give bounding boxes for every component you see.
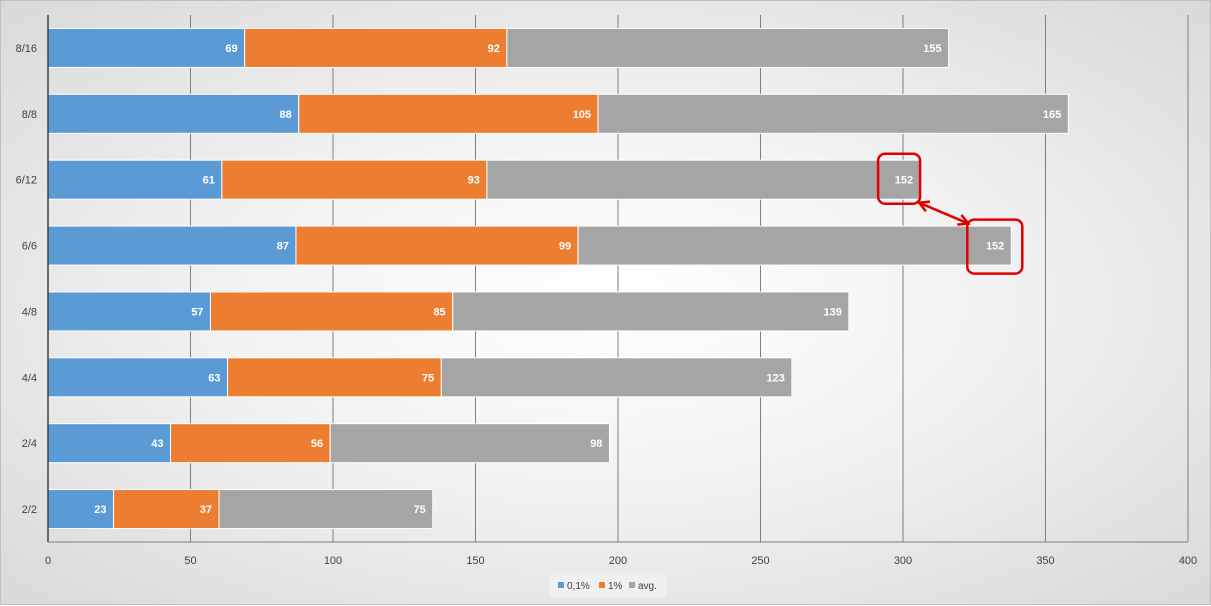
data-label: 93 <box>468 175 480 187</box>
highlight-box <box>876 152 922 205</box>
data-label: 37 <box>200 504 212 516</box>
data-label: 75 <box>414 504 426 516</box>
bar-segment-s3 <box>486 159 921 200</box>
bar-segment-s3 <box>452 291 850 332</box>
y-tick-label: 4/8 <box>22 306 37 318</box>
data-label: 155 <box>923 43 941 55</box>
bar-segment-s3 <box>577 225 1012 266</box>
x-tick-label: 400 <box>1179 555 1197 567</box>
bar-segment-s1 <box>47 93 300 134</box>
data-label: 105 <box>573 109 591 121</box>
bar-segment-s2 <box>170 423 331 464</box>
data-label: 87 <box>277 241 289 253</box>
data-label: 56 <box>311 438 323 450</box>
legend-swatch <box>558 582 564 588</box>
highlight-box <box>966 218 1024 275</box>
bar-segment-s3 <box>218 489 434 530</box>
data-label: 152 <box>895 175 913 187</box>
y-tick-label: 6/12 <box>16 175 37 187</box>
data-label: 61 <box>203 175 215 187</box>
bar-segment-s2 <box>227 357 442 398</box>
bar-segment-s2 <box>221 159 488 200</box>
bar-segment-s2 <box>295 225 579 266</box>
y-tick-label: 2/2 <box>22 504 37 516</box>
bar-segment-s1 <box>47 27 246 68</box>
legend-swatch <box>629 582 635 588</box>
x-tick-label: 100 <box>324 555 342 567</box>
bar-segment-s1 <box>47 225 297 266</box>
bar-segment-s3 <box>597 93 1069 134</box>
x-tick-label: 350 <box>1036 555 1054 567</box>
bar-segment-s3 <box>506 27 950 68</box>
bar-segment-s2 <box>209 291 454 332</box>
data-label: 63 <box>208 372 220 384</box>
x-tick-label: 150 <box>466 555 484 567</box>
data-label: 139 <box>823 306 841 318</box>
arrow-head <box>916 200 931 213</box>
legend-swatch <box>599 582 605 588</box>
data-label: 57 <box>191 306 203 318</box>
data-label: 88 <box>280 109 292 121</box>
data-label: 98 <box>590 438 602 450</box>
data-label: 43 <box>151 438 163 450</box>
bar-segment-s1 <box>47 357 229 398</box>
y-tick-label: 2/4 <box>22 438 37 450</box>
x-tick-label: 250 <box>751 555 769 567</box>
x-tick-label: 300 <box>894 555 912 567</box>
x-tick-label: 50 <box>184 555 196 567</box>
bar-segment-s3 <box>329 423 610 464</box>
y-tick-label: 8/8 <box>22 109 37 121</box>
data-label: 99 <box>559 241 571 253</box>
legend-label: 0,1% <box>567 581 590 592</box>
data-label: 165 <box>1043 109 1061 121</box>
x-tick-label: 0 <box>45 555 51 567</box>
bar-segment-s2 <box>298 93 599 134</box>
legend-label: avg. <box>638 581 657 592</box>
data-label: 92 <box>488 43 500 55</box>
data-label: 23 <box>94 504 106 516</box>
bar-segment-s1 <box>47 489 115 530</box>
data-label: 123 <box>766 372 784 384</box>
bar-segment-s3 <box>440 357 793 398</box>
data-label: 75 <box>422 372 434 384</box>
legend-label: 1% <box>608 581 623 592</box>
data-label: 152 <box>986 241 1004 253</box>
annotation-arrow <box>918 201 969 225</box>
arrow-head <box>957 214 971 226</box>
y-tick-label: 6/6 <box>22 241 37 253</box>
bar-segment-s2 <box>244 27 508 68</box>
bar-segment-s1 <box>47 159 223 200</box>
legend-box <box>549 575 667 597</box>
y-tick-label: 8/16 <box>16 43 37 55</box>
x-tick-label: 200 <box>609 555 627 567</box>
data-label: 85 <box>433 306 445 318</box>
data-label: 69 <box>225 43 237 55</box>
y-tick-label: 4/4 <box>22 372 37 384</box>
bar-segment-s1 <box>47 291 211 332</box>
